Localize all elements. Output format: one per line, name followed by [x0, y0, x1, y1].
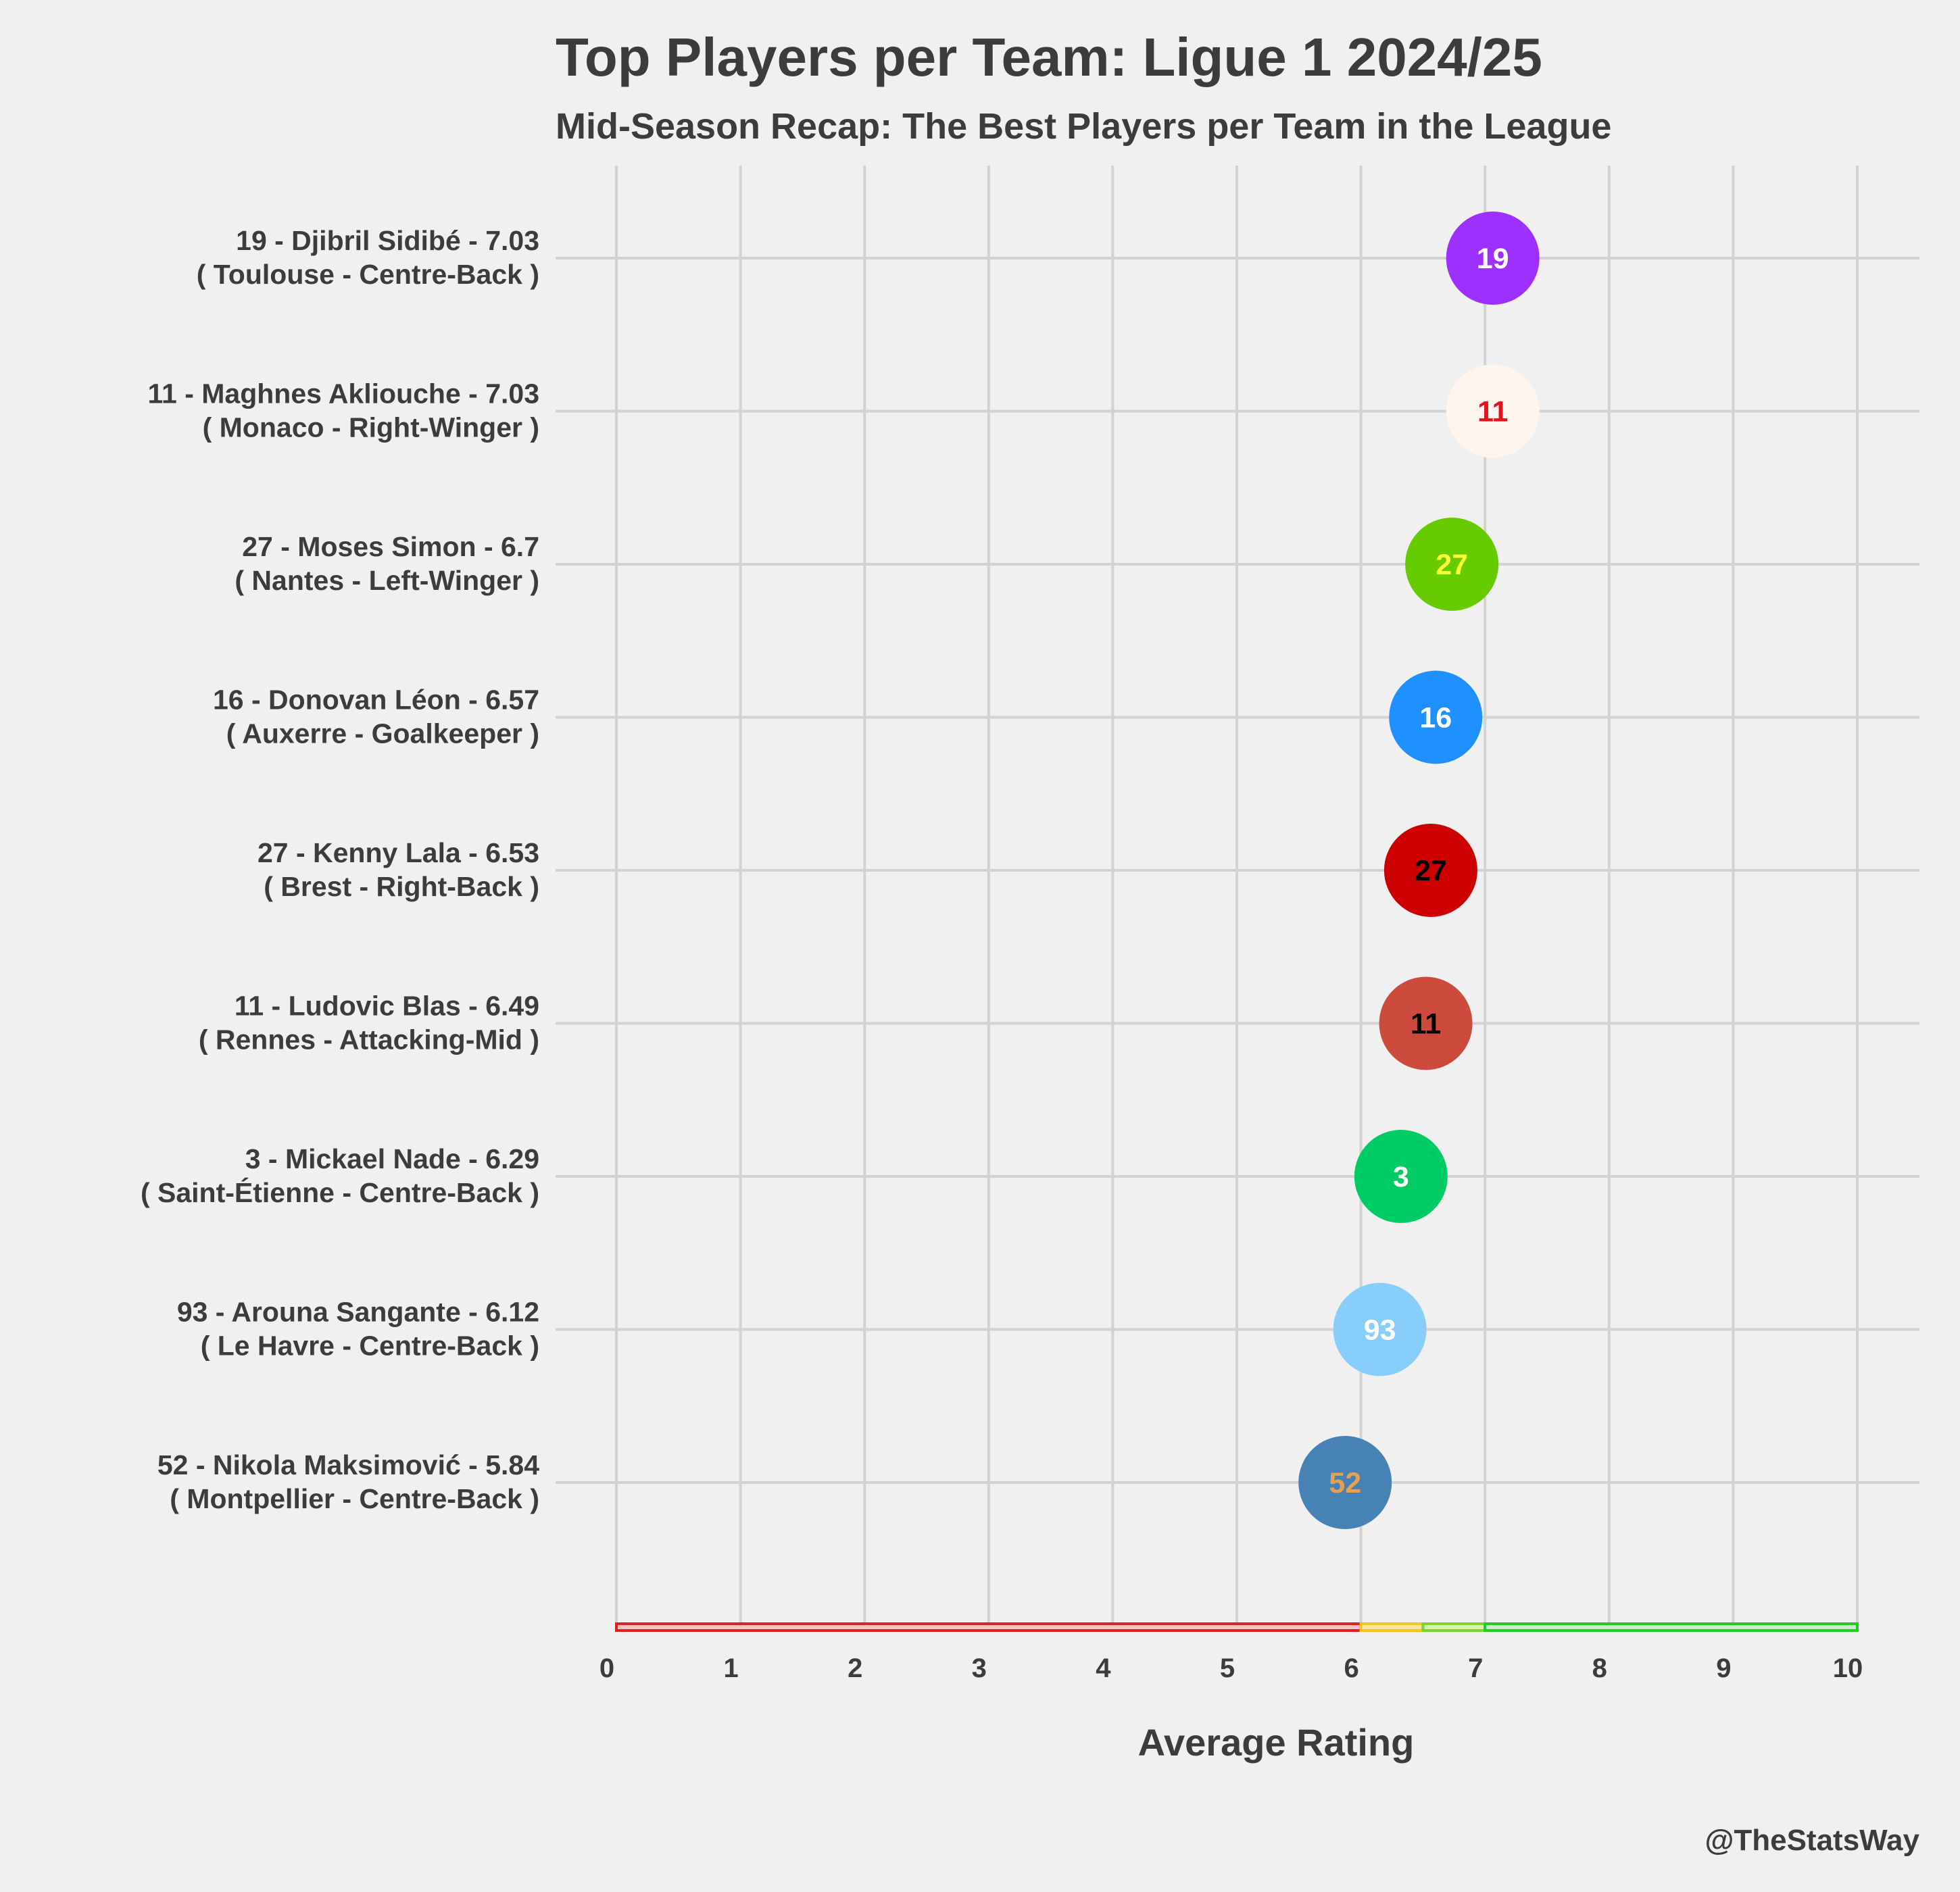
- player-point-number: 27: [1436, 549, 1468, 581]
- player-point: [1383, 824, 1477, 917]
- x-tick-label: 6: [1344, 1653, 1358, 1683]
- x-tick-label: 10: [1833, 1653, 1863, 1683]
- player-label-name: 19 - Djibril Sidibé - 7.03: [236, 225, 539, 256]
- x-tick-label: 1: [723, 1653, 738, 1683]
- x-tick-label: 8: [1592, 1653, 1607, 1683]
- player-label-name: 3 - Mickael Nade - 6.29: [245, 1143, 539, 1174]
- player-point-number: 3: [1393, 1161, 1409, 1193]
- x-tick-label: 2: [848, 1653, 862, 1683]
- rating-bands: [615, 1622, 1859, 1632]
- player-label-team: ( Montpellier - Centre-Back ): [170, 1483, 539, 1514]
- player-point-number: 52: [1329, 1467, 1361, 1499]
- player-point: [1298, 1436, 1392, 1529]
- player-label-name: 16 - Donovan Léon - 6.57: [213, 684, 539, 716]
- player-points: 19 11 27 16 27 11 3 93 52: [1298, 211, 1540, 1529]
- player-label-name: 52 - Nikola Maksimović - 5.84: [157, 1449, 539, 1480]
- player-point-number: 19: [1477, 243, 1509, 275]
- x-tick-label: 5: [1220, 1653, 1235, 1683]
- player-label-team: ( Rennes - Attacking-Mid ): [199, 1024, 539, 1055]
- chart-title: Top Players per Team: Ligue 1 2024/25: [556, 27, 1542, 87]
- x-tick-label: 3: [972, 1653, 987, 1683]
- player-point-number: 27: [1415, 855, 1447, 887]
- player-label-team: ( Monaco - Right-Winger ): [203, 412, 539, 443]
- player-point: [1389, 670, 1483, 764]
- player-label-name: 11 - Ludovic Blas - 6.49: [235, 991, 539, 1022]
- x-axis-ticks: 0 1 2 3 4 5 6 7 8 9 10: [599, 1653, 1863, 1683]
- player-point-number: 11: [1411, 1008, 1441, 1041]
- player-point: [1446, 364, 1540, 458]
- player-label-team: ( Brest - Right-Back ): [264, 871, 539, 902]
- player-label-team: ( Toulouse - Centre-Back ): [197, 259, 539, 290]
- rating-band: [1484, 1622, 1859, 1632]
- player-point: [1379, 976, 1473, 1070]
- chart-subtitle: Mid-Season Recap: The Best Players per T…: [556, 106, 1611, 147]
- x-tick-label: 7: [1468, 1653, 1483, 1683]
- x-tick-label: 4: [1096, 1653, 1111, 1683]
- player-point: [1446, 211, 1540, 305]
- player-label-team: ( Le Havre - Centre-Back ): [201, 1330, 539, 1362]
- rating-band: [1359, 1622, 1425, 1632]
- rating-band: [615, 1622, 1363, 1632]
- player-point: [1405, 518, 1499, 611]
- player-label-name: 93 - Arouna Sangante - 6.12: [177, 1297, 539, 1328]
- player-label-name: 27 - Kenny Lala - 6.53: [258, 837, 539, 868]
- player-point: [1354, 1130, 1448, 1223]
- player-label-team: ( Saint-Étienne - Centre-Back ): [141, 1177, 539, 1208]
- grid: [556, 166, 1919, 1628]
- player-point-number: 11: [1477, 396, 1508, 428]
- credit-label: @TheStatsWay: [1705, 1824, 1919, 1857]
- rating-band: [1421, 1622, 1487, 1632]
- player-labels: 19 - Djibril Sidibé - 7.03( Toulouse - C…: [141, 225, 539, 1514]
- x-tick-label: 9: [1716, 1653, 1731, 1683]
- player-point: [1333, 1283, 1427, 1376]
- x-axis-label: Average Rating: [1138, 1721, 1415, 1764]
- player-point-number: 93: [1364, 1314, 1396, 1347]
- x-tick-label: 0: [599, 1653, 614, 1683]
- player-label-name: 11 - Maghnes Akliouche - 7.03: [147, 378, 539, 409]
- player-label-team: ( Auxerre - Goalkeeper ): [226, 718, 539, 749]
- player-label-name: 27 - Moses Simon - 6.7: [242, 531, 539, 562]
- player-point-number: 16: [1419, 702, 1452, 735]
- player-label-team: ( Nantes - Left-Winger ): [235, 565, 539, 596]
